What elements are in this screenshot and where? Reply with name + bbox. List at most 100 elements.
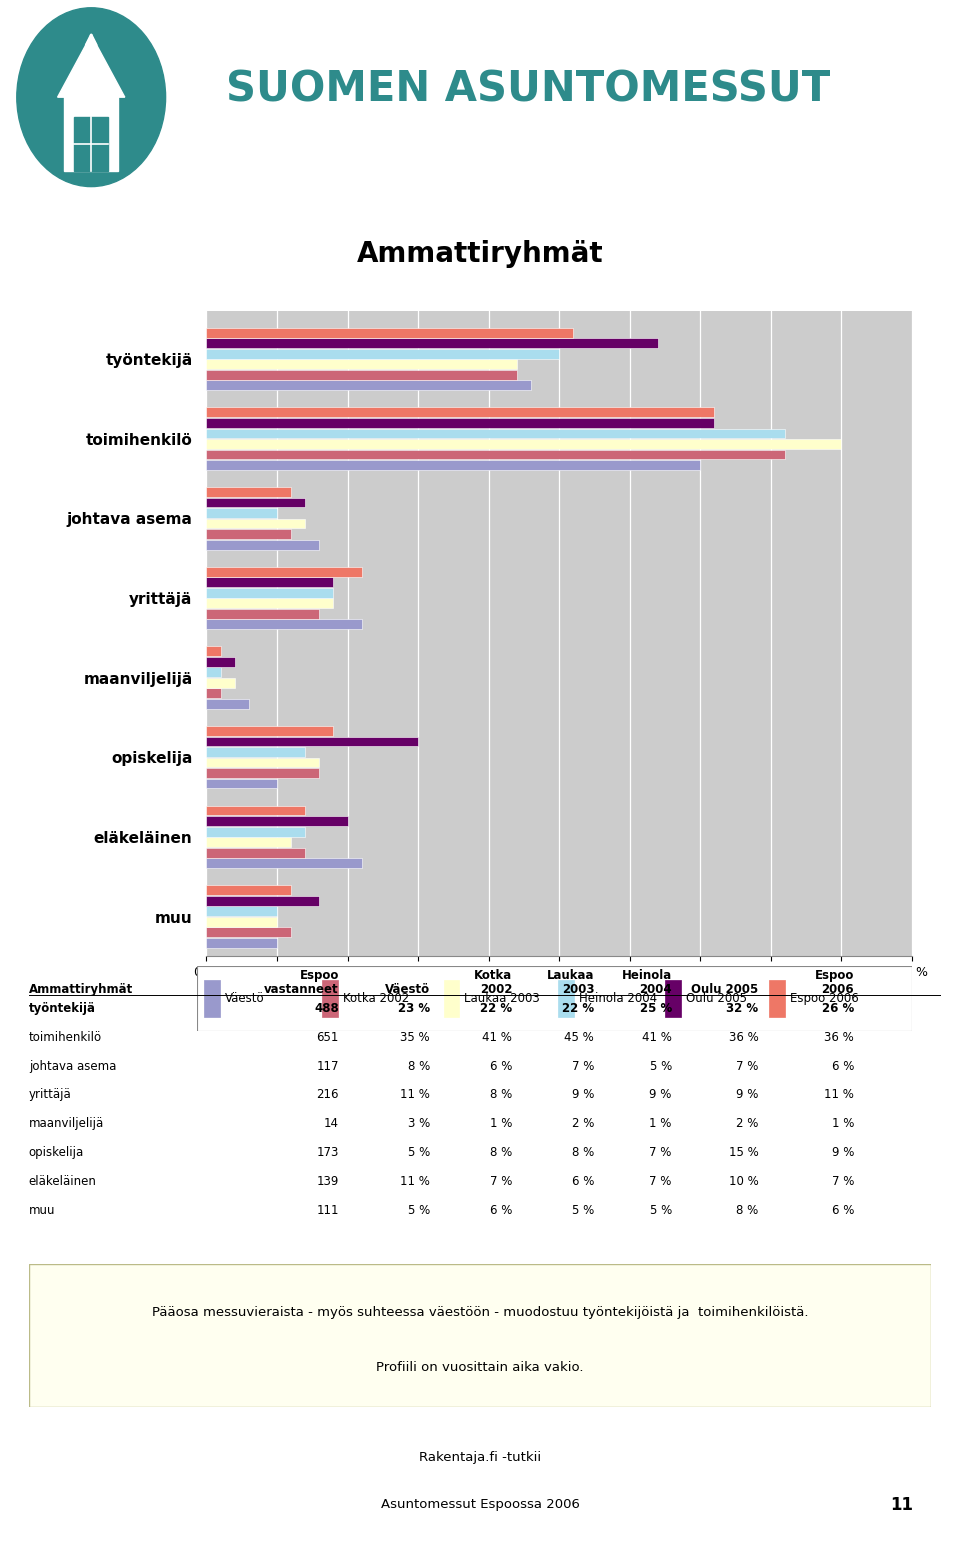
Text: 9 %: 9 % [572,1088,594,1101]
Text: 41 %: 41 % [642,1031,672,1043]
Text: opiskelija: opiskelija [29,1146,84,1158]
Text: 5 %: 5 % [572,1204,594,1216]
Text: 6 %: 6 % [490,1059,513,1073]
Text: 2 %: 2 % [736,1116,758,1130]
Bar [206,460,701,470]
Text: Kotka 2002: Kotka 2002 [343,992,409,1005]
Bar [74,117,108,171]
Bar [206,610,320,619]
Text: Pääosa messuvieraista - myös suhteessa väestöön - muodostuu työntekijöistä ja  t: Pääosa messuvieraista - myös suhteessa v… [152,1306,808,1319]
Text: 36 %: 36 % [825,1031,854,1043]
Bar [206,619,362,630]
Text: Oulu 2005: Oulu 2005 [691,983,758,995]
Bar [204,980,220,1017]
Text: maanviljelijä: maanviljelijä [29,1116,104,1130]
Bar [206,917,277,927]
Text: eläkeläinen: eläkeläinen [29,1174,97,1188]
Text: 10 %: 10 % [729,1174,758,1188]
Bar [206,359,516,369]
Bar [206,827,305,837]
Text: 6 %: 6 % [490,1204,513,1216]
Bar [444,980,459,1017]
Text: 6 %: 6 % [831,1204,854,1216]
Text: 3 %: 3 % [408,1116,430,1130]
Bar [206,858,362,868]
Bar [206,779,277,788]
Text: 11 %: 11 % [400,1088,430,1101]
Bar [206,439,841,449]
Polygon shape [58,34,125,96]
Bar [206,519,305,529]
Text: 8 %: 8 % [408,1059,430,1073]
Text: Heinola 2004: Heinola 2004 [579,992,657,1005]
Bar [206,927,291,938]
Text: yrittäjä: yrittäjä [29,1088,72,1101]
Text: Asuntomessut Espoossa 2006: Asuntomessut Espoossa 2006 [380,1499,580,1511]
Text: 111: 111 [317,1204,339,1216]
Text: Ammattiryhmät: Ammattiryhmät [29,983,133,995]
Bar [206,540,320,549]
Text: 9 %: 9 % [649,1088,672,1101]
Bar [206,768,320,778]
Text: 23 %: 23 % [398,1001,430,1015]
Text: 11 %: 11 % [400,1174,430,1188]
Text: 2 %: 2 % [572,1116,594,1130]
Bar [206,938,277,947]
Text: johtava asema: johtava asema [29,1059,116,1073]
Text: Profiili on vuosittain aika vakio.: Profiili on vuosittain aika vakio. [376,1361,584,1373]
Text: työntekijä: työntekijä [29,1001,96,1015]
Text: 488: 488 [314,1001,339,1015]
Bar [206,407,714,417]
Text: toimihenkilö: toimihenkilö [29,1031,102,1043]
Text: 8 %: 8 % [490,1146,513,1158]
Text: 7 %: 7 % [831,1174,854,1188]
Text: Kotka: Kotka [474,969,513,981]
Text: 26 %: 26 % [822,1001,854,1015]
Bar [206,449,785,459]
Bar [206,487,291,498]
Bar [206,381,531,390]
Text: Väestö: Väestö [225,992,264,1005]
Bar [665,980,681,1017]
Text: 5 %: 5 % [408,1204,430,1216]
Bar [206,689,221,698]
Text: 216: 216 [317,1088,339,1101]
Text: 2006: 2006 [822,983,854,995]
Text: 41 %: 41 % [482,1031,513,1043]
Bar [206,370,516,379]
Bar [206,529,291,540]
Text: Laukaa: Laukaa [547,969,594,981]
Bar [206,508,277,518]
Text: 2003: 2003 [562,983,594,995]
Bar [206,847,305,857]
Text: Espoo: Espoo [300,969,339,981]
Bar [206,726,333,736]
Text: 6 %: 6 % [831,1059,854,1073]
Bar [558,980,574,1017]
Bar [206,885,291,896]
Bar [206,656,234,667]
Text: Espoo 2006: Espoo 2006 [790,992,858,1005]
Text: vastanneet: vastanneet [264,983,339,995]
Text: 139: 139 [317,1174,339,1188]
Bar [206,896,320,905]
Text: 9 %: 9 % [736,1088,758,1101]
Bar [322,980,338,1017]
Text: 25 %: 25 % [639,1001,672,1015]
Text: Heinola: Heinola [621,969,672,981]
Text: 651: 651 [317,1031,339,1043]
Text: 7 %: 7 % [572,1059,594,1073]
Text: 32 %: 32 % [727,1001,758,1015]
Text: Ammattiryhmät: Ammattiryhmät [357,239,603,269]
Text: 11 %: 11 % [825,1088,854,1101]
Text: 5 %: 5 % [408,1146,430,1158]
Ellipse shape [16,8,166,187]
Bar [206,667,221,678]
Bar [206,746,305,757]
Text: 8 %: 8 % [490,1088,513,1101]
Text: 14: 14 [324,1116,339,1130]
Text: 2004: 2004 [639,983,672,995]
Bar [206,429,785,439]
Text: SUOMEN ASUNTOMESSUT: SUOMEN ASUNTOMESSUT [226,68,830,110]
Bar [64,89,118,171]
